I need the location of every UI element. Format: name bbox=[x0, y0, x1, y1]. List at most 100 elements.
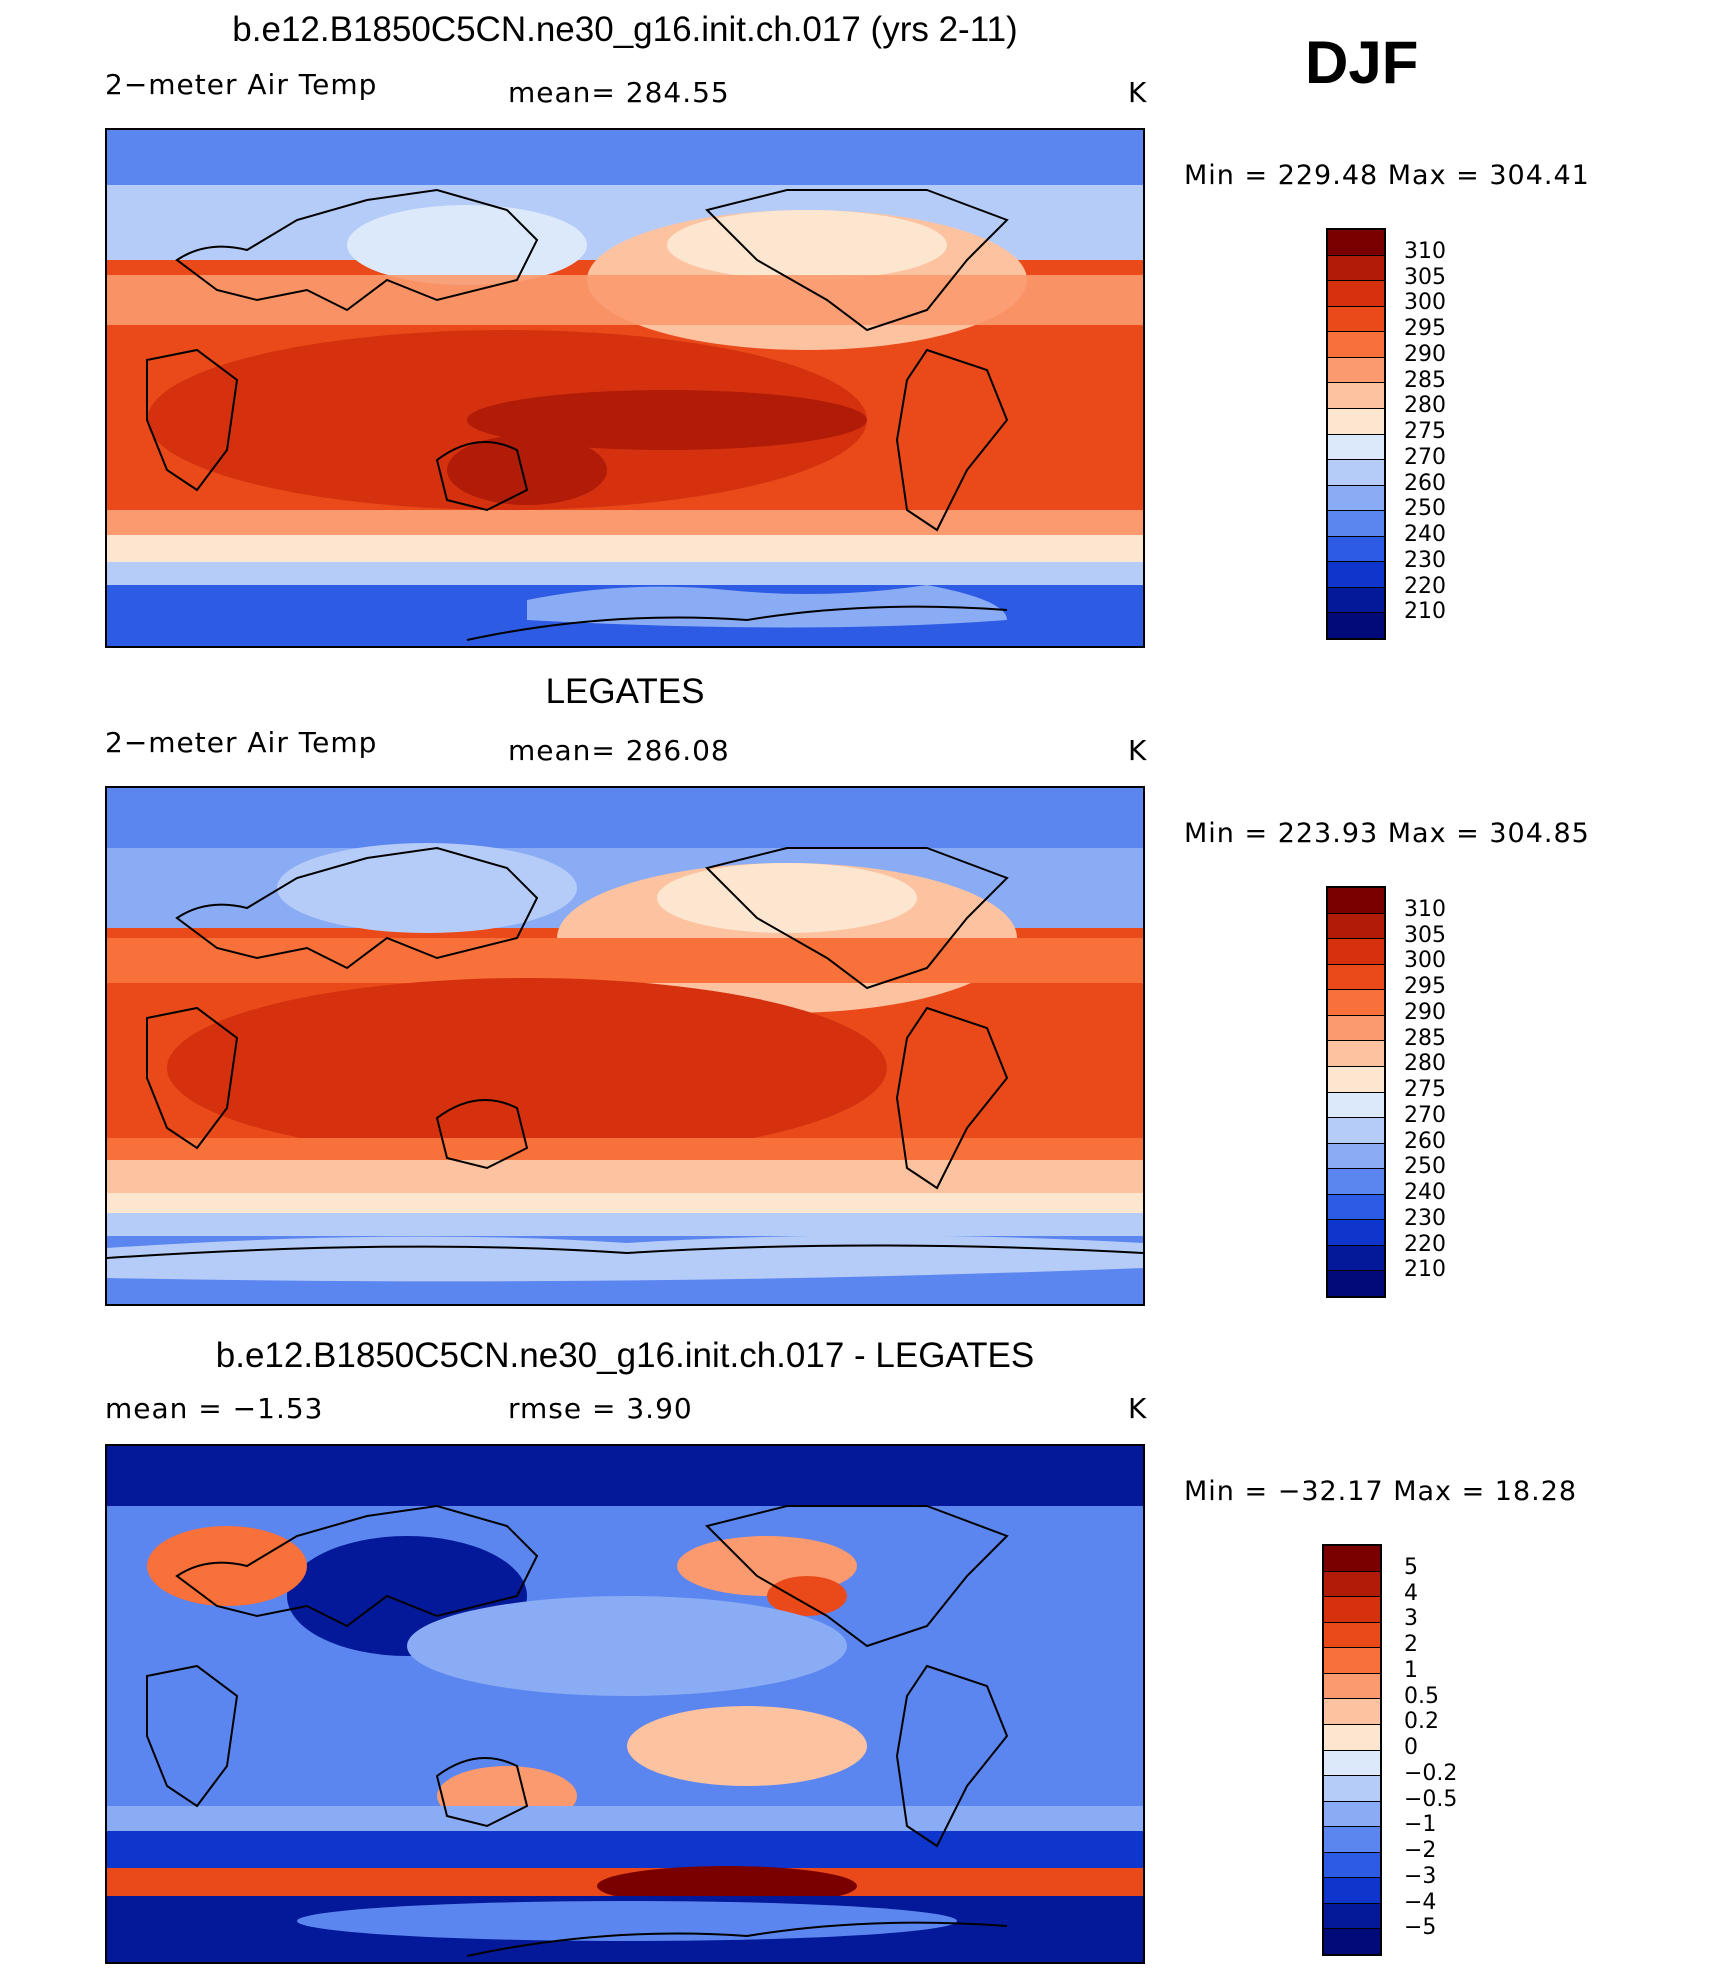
colorbar-swatch bbox=[1328, 1092, 1384, 1119]
colorbar-tick-label: 285 bbox=[1404, 1026, 1446, 1051]
panel2-units-label: K bbox=[1128, 734, 1148, 767]
colorbar-tick-label: 1 bbox=[1404, 1658, 1418, 1683]
colorbar-swatch bbox=[1324, 1801, 1380, 1828]
colorbar-swatch bbox=[1328, 990, 1384, 1016]
colorbar-swatch bbox=[1328, 1118, 1384, 1144]
colorbar-swatch bbox=[1328, 306, 1384, 333]
panel3-map bbox=[105, 1444, 1145, 1964]
colorbar-tick-label: 270 bbox=[1404, 1103, 1446, 1128]
colorbar-swatch bbox=[1324, 1903, 1380, 1930]
colorbar-swatch bbox=[1324, 1776, 1380, 1802]
colorbar-tick-label: 275 bbox=[1404, 419, 1446, 444]
colorbar-swatch bbox=[1328, 230, 1384, 256]
colorbar-tick-label: −4 bbox=[1404, 1890, 1437, 1915]
colorbar-swatch bbox=[1328, 1169, 1384, 1195]
panel1-minmax: Min = 229.48 Max = 304.41 bbox=[1184, 160, 1590, 191]
colorbar-swatch bbox=[1328, 1143, 1384, 1170]
colorbar-tick-label: 310 bbox=[1404, 239, 1446, 264]
panel1-map bbox=[105, 128, 1145, 648]
colorbar-tick-label: 0 bbox=[1404, 1735, 1418, 1760]
colorbar-tick-label: 220 bbox=[1404, 1232, 1446, 1257]
colorbar-tick-label: 300 bbox=[1404, 290, 1446, 315]
colorbar-swatch bbox=[1328, 434, 1384, 461]
colorbar-tick-label: 285 bbox=[1404, 368, 1446, 393]
panel1-colorbar bbox=[1326, 228, 1386, 640]
colorbar-tick-label: 0.5 bbox=[1404, 1684, 1439, 1709]
panel2-variable-label: 2−meter Air Temp bbox=[105, 726, 378, 759]
colorbar-swatch bbox=[1324, 1852, 1380, 1879]
colorbar-swatch bbox=[1324, 1724, 1380, 1751]
colorbar-swatch bbox=[1328, 964, 1384, 991]
panel2-colorbar bbox=[1326, 886, 1386, 1298]
colorbar-swatch bbox=[1328, 613, 1384, 638]
colorbar-swatch bbox=[1328, 888, 1384, 914]
colorbar-tick-label: 210 bbox=[1404, 1257, 1446, 1282]
colorbar-swatch bbox=[1328, 1245, 1384, 1272]
colorbar-swatch bbox=[1328, 511, 1384, 537]
colorbar-tick-label: 310 bbox=[1404, 897, 1446, 922]
panel1-variable-label: 2−meter Air Temp bbox=[105, 68, 378, 101]
season-label: DJF bbox=[1305, 29, 1419, 96]
panel3-mean-label: mean = −1.53 bbox=[105, 1392, 324, 1425]
colorbar-swatch bbox=[1324, 1750, 1380, 1777]
panel3-rmse-label: rmse = 3.90 bbox=[508, 1392, 693, 1425]
panel1-title: b.e12.B1850C5CN.ne30_g16.init.ch.017 (yr… bbox=[232, 10, 1018, 49]
colorbar-tick-label: 240 bbox=[1404, 522, 1446, 547]
colorbar-tick-label: −5 bbox=[1404, 1915, 1437, 1940]
colorbar-tick-label: 230 bbox=[1404, 548, 1446, 573]
panel3-units-label: K bbox=[1128, 1392, 1148, 1425]
colorbar-swatch bbox=[1328, 1271, 1384, 1296]
colorbar-swatch bbox=[1328, 332, 1384, 358]
colorbar-tick-label: 290 bbox=[1404, 342, 1446, 367]
colorbar-swatch bbox=[1328, 408, 1384, 435]
colorbar-swatch bbox=[1328, 383, 1384, 409]
colorbar-tick-label: 210 bbox=[1404, 599, 1446, 624]
colorbar-tick-label: −2 bbox=[1404, 1838, 1437, 1863]
colorbar-tick-label: 295 bbox=[1404, 974, 1446, 999]
colorbar-swatch bbox=[1328, 587, 1384, 614]
panel3-minmax: Min = −32.17 Max = 18.28 bbox=[1184, 1476, 1578, 1507]
colorbar-tick-label: 300 bbox=[1404, 948, 1446, 973]
colorbar-swatch bbox=[1328, 1041, 1384, 1067]
colorbar-swatch bbox=[1328, 536, 1384, 563]
panel3-colorbar bbox=[1322, 1544, 1382, 1956]
colorbar-swatch bbox=[1324, 1648, 1380, 1674]
panel2-minmax: Min = 223.93 Max = 304.85 bbox=[1184, 818, 1590, 849]
colorbar-swatch bbox=[1328, 939, 1384, 965]
colorbar-tick-label: 220 bbox=[1404, 574, 1446, 599]
panel3-title: b.e12.B1850C5CN.ne30_g16.init.ch.017 - L… bbox=[215, 1336, 1035, 1375]
colorbar-tick-label: 290 bbox=[1404, 1000, 1446, 1025]
colorbar-swatch bbox=[1324, 1929, 1380, 1954]
colorbar-tick-label: 4 bbox=[1404, 1581, 1418, 1606]
colorbar-swatch bbox=[1324, 1699, 1380, 1725]
colorbar-tick-label: 250 bbox=[1404, 496, 1446, 521]
colorbar-swatch bbox=[1328, 255, 1384, 282]
colorbar-swatch bbox=[1324, 1673, 1380, 1700]
colorbar-swatch bbox=[1328, 357, 1384, 384]
colorbar-swatch bbox=[1324, 1827, 1380, 1853]
colorbar-swatch bbox=[1328, 562, 1384, 588]
panel2-map bbox=[105, 786, 1145, 1306]
colorbar-swatch bbox=[1328, 1220, 1384, 1246]
colorbar-tick-label: 260 bbox=[1404, 1129, 1446, 1154]
colorbar-tick-label: 230 bbox=[1404, 1206, 1446, 1231]
colorbar-tick-label: −1 bbox=[1404, 1812, 1437, 1837]
colorbar-swatch bbox=[1328, 460, 1384, 486]
colorbar-tick-label: 305 bbox=[1404, 265, 1446, 290]
colorbar-swatch bbox=[1328, 485, 1384, 512]
colorbar-tick-label: 250 bbox=[1404, 1154, 1446, 1179]
panel2-mean-label: mean= 286.08 bbox=[508, 734, 730, 767]
colorbar-tick-label: 240 bbox=[1404, 1180, 1446, 1205]
colorbar-swatch bbox=[1324, 1546, 1380, 1572]
colorbar-tick-label: 3 bbox=[1404, 1606, 1418, 1631]
panel2-title: LEGATES bbox=[545, 672, 705, 711]
colorbar-swatch bbox=[1328, 281, 1384, 307]
colorbar-tick-label: −3 bbox=[1404, 1864, 1437, 1889]
colorbar-swatch bbox=[1328, 1066, 1384, 1093]
colorbar-swatch bbox=[1328, 1015, 1384, 1042]
colorbar-tick-label: 2 bbox=[1404, 1632, 1418, 1657]
colorbar-tick-label: 260 bbox=[1404, 471, 1446, 496]
colorbar-swatch bbox=[1324, 1597, 1380, 1623]
colorbar-swatch bbox=[1328, 1194, 1384, 1221]
colorbar-tick-label: 270 bbox=[1404, 445, 1446, 470]
